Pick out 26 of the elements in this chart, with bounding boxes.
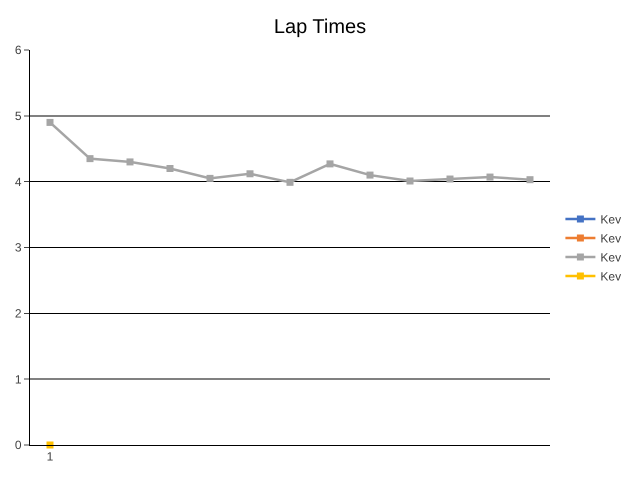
y-tick-label: 4 — [14, 174, 22, 189]
y-tick-label: 1 — [14, 372, 22, 386]
point — [166, 165, 174, 172]
point — [46, 442, 54, 448]
point — [86, 155, 94, 162]
point — [126, 158, 134, 166]
point — [246, 170, 254, 178]
y-tick-label: 3 — [14, 240, 22, 255]
point — [286, 178, 294, 186]
y-tick-label: 5 — [14, 109, 22, 124]
y-tick-label: 6 — [14, 43, 22, 58]
chart-title: Lap Times — [274, 16, 366, 38]
point — [326, 160, 334, 168]
legend-label: Kev — [600, 212, 622, 227]
point — [46, 118, 54, 126]
point — [206, 174, 214, 182]
point — [446, 176, 454, 183]
y-tick-label: 2 — [14, 306, 22, 321]
point — [486, 174, 494, 181]
y-tick-label: 0 — [14, 438, 22, 452]
legend-label: Kev — [600, 250, 622, 265]
point — [366, 172, 374, 179]
legend-label: Kev — [600, 232, 622, 246]
point — [526, 176, 534, 184]
legend-label: Kev — [600, 270, 622, 284]
point — [406, 178, 414, 185]
